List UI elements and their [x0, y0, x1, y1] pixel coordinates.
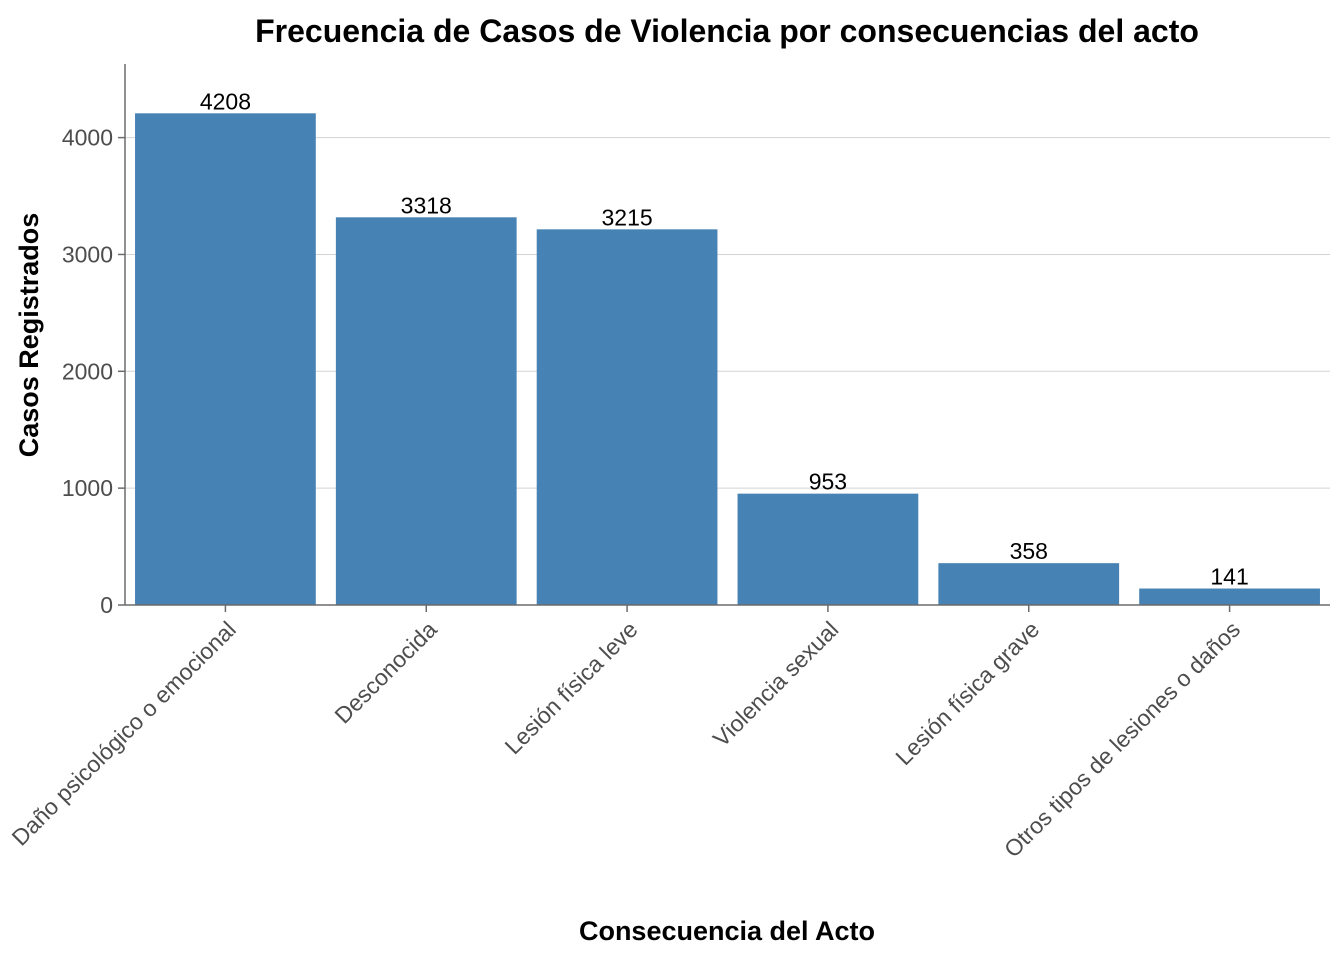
data-label: 358 — [1010, 538, 1048, 564]
grid-lines — [125, 137, 1330, 489]
x-tick-label: Otros tipos de lesiones o daños — [999, 616, 1245, 862]
y-tick-label: 2000 — [62, 358, 113, 384]
bar — [335, 217, 517, 606]
x-tick-label: Lesión física leve — [499, 616, 642, 759]
y-tick-label: 0 — [100, 592, 113, 618]
chart-title: Frecuencia de Casos de Violencia por con… — [255, 13, 1199, 49]
y-axis-ticks: 0 1000 2000 3000 4000 — [62, 125, 125, 618]
data-label: 3215 — [601, 204, 652, 230]
y-tick-label: 4000 — [62, 125, 113, 151]
y-tick-label: 3000 — [62, 241, 113, 267]
data-label: 141 — [1210, 564, 1248, 590]
bars — [135, 113, 1320, 606]
bar — [536, 229, 718, 605]
bar — [1139, 588, 1320, 605]
x-axis-ticks: Daño psicológico o emocional Desconocida L… — [6, 605, 1245, 862]
data-label: 953 — [809, 469, 847, 495]
bar — [135, 113, 316, 605]
bar — [938, 563, 1120, 605]
bar — [737, 493, 919, 605]
data-labels: 4208 3318 3215 953 358 141 — [200, 88, 1249, 589]
x-tick-label: Lesión física grave — [890, 616, 1044, 770]
x-tick-label: Violencia sexual — [708, 616, 844, 752]
x-tick-label: Daño psicológico o emocional — [6, 616, 240, 850]
y-tick-label: 1000 — [62, 475, 113, 501]
x-axis-title: Consecuencia del Acto — [579, 916, 875, 946]
y-axis-title: Casos Registrados — [14, 213, 44, 458]
data-label: 4208 — [200, 88, 251, 114]
x-tick-label: Desconocida — [329, 616, 442, 729]
data-label: 3318 — [401, 192, 452, 218]
